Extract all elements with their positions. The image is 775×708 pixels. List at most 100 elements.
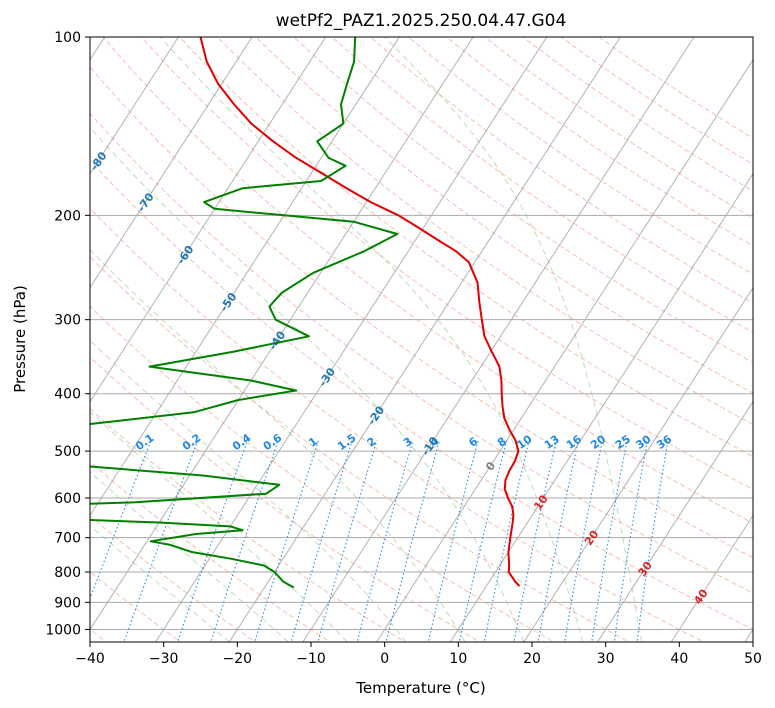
y-tick-label: 300: [54, 313, 81, 329]
mixing-ratio-label: 0.2: [180, 431, 203, 453]
moist-adiabat: [160, 37, 584, 642]
mixing-ratio-label: 1.5: [335, 431, 358, 453]
profile-series: [90, 37, 521, 589]
dry-adiabat: [560, 37, 753, 166]
isotherm-label: 20: [582, 528, 602, 548]
x-axis-label: Temperature (°C): [355, 679, 485, 697]
isotherm-label: -10: [419, 434, 441, 458]
mixing-ratio-line: [564, 440, 603, 642]
mixing-ratio-line: [537, 440, 579, 642]
dry-adiabat: [407, 37, 753, 275]
mixing-ratio-line: [483, 440, 530, 642]
y-tick-label: 700: [54, 531, 81, 547]
dry-adiabat: [90, 159, 753, 631]
mixing-ratio-label: 0.6: [261, 431, 285, 453]
mixing-ratio-label: 25: [613, 433, 633, 452]
dry-adiabat: [446, 37, 753, 247]
dry-adiabat: [255, 37, 753, 394]
y-tick-label: 400: [54, 387, 81, 403]
isotherm-label: -50: [217, 290, 239, 314]
dry-adiabat: [102, 37, 753, 524]
mixing-ratio-line: [458, 440, 508, 642]
dewpoint-profile-line: [90, 37, 399, 589]
isotherm-label: -60: [174, 243, 196, 267]
isotherm-label: -80: [88, 149, 110, 173]
chart-title: wetPf2_PAZ1.2025.250.04.47.G04: [276, 11, 567, 31]
dry-adiabat: [90, 256, 630, 642]
annotation-labels: 0.1 0.2 0.4 0.6 1 1.5 2 3 4 6 8 10 13 16 20 25 30 36-100-…: [5, 42, 711, 607]
y-tick-label: 900: [54, 595, 81, 611]
y-axis-ticks: 100 200 300 400 500 600 700 800 900 1000: [45, 30, 90, 638]
y-axis-label: Pressure (hPa): [11, 285, 29, 393]
skewed-isotherm: [376, 58, 753, 642]
dry-adiabat: [90, 66, 753, 559]
skewed-isotherm: [90, 37, 474, 631]
isotherm-label: -100: [5, 42, 32, 72]
mixing-ratio-label: 30: [633, 432, 653, 452]
x-tick-label: −40: [75, 651, 105, 667]
x-tick-label: −20: [223, 651, 253, 667]
dry-adiabat: [217, 37, 753, 426]
mixing-ratio-label: 0.1: [133, 431, 156, 453]
y-tick-label: 800: [54, 565, 81, 581]
x-tick-label: 10: [449, 651, 467, 667]
mixing-ratio-label: 20: [588, 432, 608, 452]
moist-adiabat: [90, 248, 466, 642]
x-tick-label: 20: [523, 651, 541, 667]
mixing-ratio-line: [427, 440, 479, 642]
skewed-isotherm: [90, 37, 400, 517]
x-tick-label: −10: [296, 651, 326, 667]
isotherm-label: 40: [691, 587, 711, 607]
mixing-ratio-line: [317, 440, 378, 642]
mixing-ratio-label: 2: [365, 435, 379, 450]
skewed-isotherm: [90, 37, 179, 175]
plot-frame: [89, 36, 754, 643]
mixing-ratio-line: [636, 440, 669, 642]
y-tick-label: 100: [54, 30, 81, 46]
y-tick-label: 600: [54, 491, 81, 507]
x-tick-label: 0: [380, 651, 389, 667]
dry-adiabat: [522, 37, 753, 192]
mixing-ratio-line: [356, 440, 414, 642]
mixing-ratio-label: 8: [495, 435, 509, 450]
y-tick-label: 1000: [45, 622, 81, 638]
dry-adiabat: [369, 37, 753, 304]
temperature-profile-line: [199, 37, 521, 587]
mixing-ratio-label: 0.4: [230, 431, 254, 453]
isotherm-label: -30: [316, 365, 338, 389]
moist-adiabat: [90, 339, 407, 642]
mixing-ratio-line: [254, 440, 320, 642]
mixing-ratio-label: 16: [564, 432, 584, 452]
y-tick-label: 200: [54, 208, 81, 224]
skewed-isotherm: [90, 37, 327, 403]
skewed-isotherm: [523, 286, 753, 642]
y-tick-label: 500: [54, 444, 81, 460]
dry-adiabat: [90, 356, 481, 642]
skewed-isotherm: [90, 37, 253, 289]
moist-adiabat: [384, 37, 643, 642]
mixing-ratio-line: [613, 440, 648, 642]
skewed-isotherm: [449, 172, 753, 642]
isotherm-label: -90: [48, 97, 70, 121]
moist-adiabat: [90, 411, 348, 642]
x-tick-label: −30: [149, 651, 179, 667]
skewed-isotherm: [302, 37, 695, 642]
x-tick-label: 50: [744, 651, 762, 667]
x-tick-label: 40: [670, 651, 688, 667]
mixing-ratio-line: [513, 440, 557, 642]
skewed-isotherm: [597, 400, 753, 642]
moist-adiabat: [90, 471, 289, 642]
dry-adiabat: [293, 37, 753, 364]
skewed-isotherm: [744, 628, 753, 642]
isotherm-label: 30: [636, 559, 656, 579]
moist-adiabat: [90, 126, 525, 642]
dry-adiabat: [140, 37, 753, 491]
mixing-ratio-line: [210, 440, 279, 642]
isotherm-label: 0: [483, 459, 498, 473]
mixing-ratio-label: 13: [542, 433, 562, 452]
x-tick-label: 30: [597, 651, 615, 667]
skewed-isotherm: [155, 37, 548, 642]
dry-adiabat: [484, 37, 753, 219]
background-grid-lines: [90, 37, 753, 642]
